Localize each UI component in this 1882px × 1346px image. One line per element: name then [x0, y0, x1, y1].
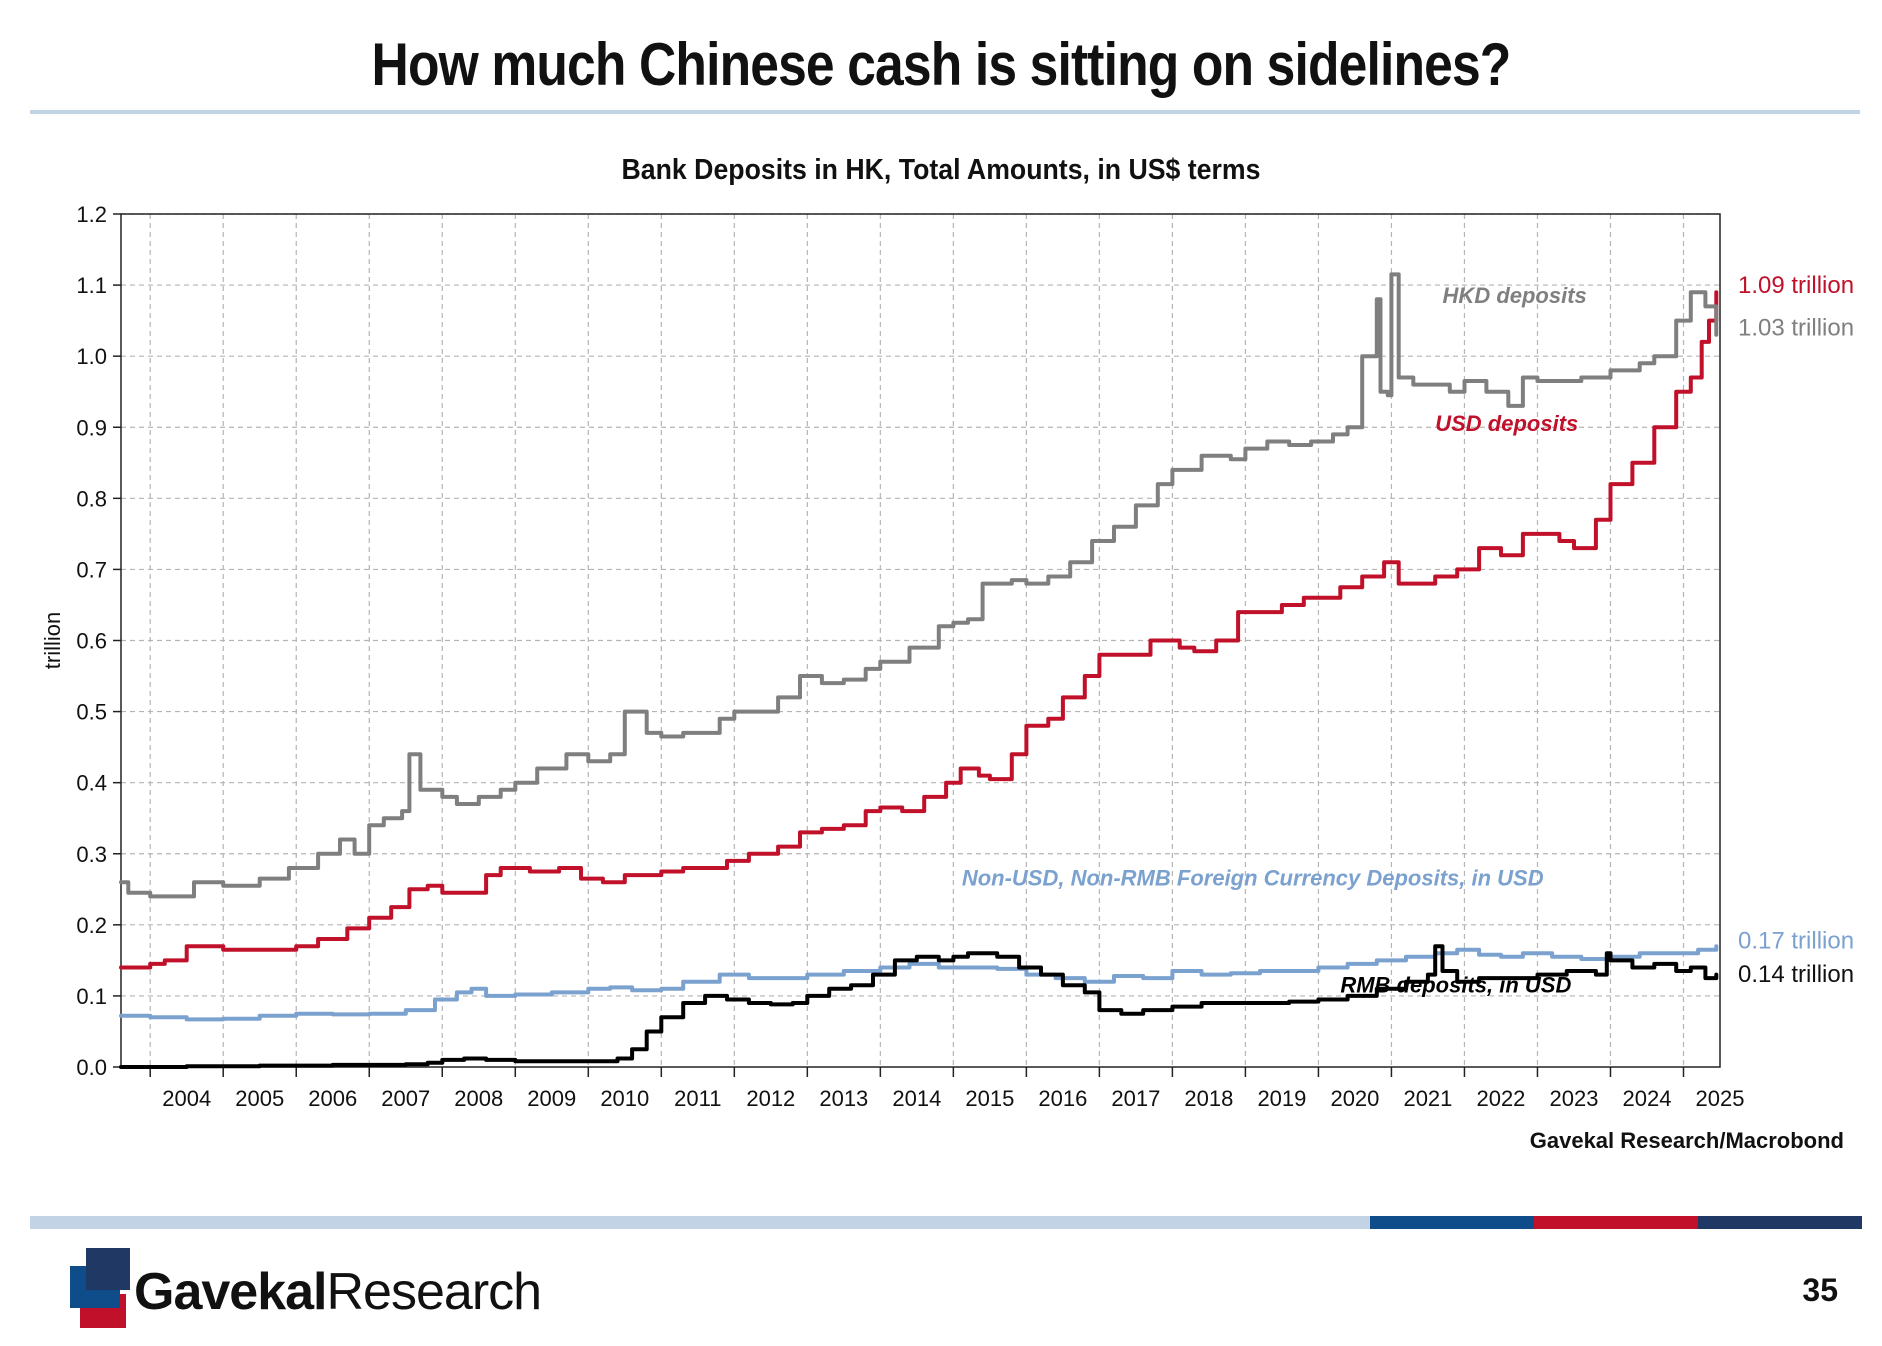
y-tick-label: 1.0 [76, 344, 107, 369]
page-title: How much Chinese cash is sitting on side… [371, 31, 1512, 98]
logo-light: Research [326, 1263, 543, 1321]
x-tick-label: 2005 [235, 1086, 284, 1110]
y-tick-label: 1.2 [76, 202, 107, 227]
y-tick-label: 1.1 [76, 273, 107, 298]
y-tick-label: 0.0 [76, 1055, 107, 1080]
y-tick-label: 0.7 [76, 557, 107, 582]
chart-title: Bank Deposits in HK, Total Amounts, in U… [621, 154, 1261, 186]
x-tick-label: 2017 [1111, 1086, 1160, 1110]
title-rule [30, 110, 1860, 114]
series-label-hkd: HKD deposits [1443, 283, 1587, 308]
page-number: 35 [1802, 1272, 1838, 1308]
y-tick-label: 0.4 [76, 771, 107, 796]
series-line-hkd [119, 272, 1719, 899]
x-tick-label: 2012 [746, 1086, 795, 1110]
logo-bold: Gavekal [134, 1263, 327, 1321]
y-axis-label: trillion [40, 612, 65, 669]
end-label-hkd: 1.03 trillion [1738, 315, 1854, 342]
end-label-rmb: 0.14 trillion [1738, 961, 1854, 988]
x-tick-label: 2024 [1623, 1086, 1672, 1110]
source-credit: Gavekal Research/Macrobond [1529, 1128, 1844, 1153]
x-tick-label: 2019 [1257, 1086, 1306, 1110]
x-tick-label: 2010 [600, 1086, 649, 1110]
x-tick-label: 2004 [162, 1086, 211, 1110]
series-line-nonusd [119, 944, 1719, 1022]
x-tick-label: 2016 [1038, 1086, 1087, 1110]
x-tick-label: 2007 [381, 1086, 430, 1110]
plot-frame [120, 213, 1721, 1068]
x-tick-label: 2009 [527, 1086, 576, 1110]
series-label-rmb: RMB deposits, in USD [1340, 972, 1571, 997]
x-tick-label: 2021 [1403, 1086, 1452, 1110]
series-line-rmb [119, 944, 1719, 1069]
y-tick-label: 0.5 [76, 700, 107, 725]
y-tick-label: 0.1 [76, 984, 107, 1009]
footer-bar-light [30, 1216, 1370, 1229]
x-tick-label: 2006 [308, 1086, 357, 1110]
y-tick-label: 0.6 [76, 629, 107, 654]
y-tick-label: 0.9 [76, 415, 107, 440]
end-label-usd: 1.09 trillion [1738, 272, 1854, 299]
footer-bar-red [1534, 1216, 1698, 1229]
y-tick-label: 0.3 [76, 842, 107, 867]
footer-bar-navy [1698, 1216, 1862, 1229]
footer-bar-blue [1370, 1216, 1534, 1229]
x-tick-label: 2008 [454, 1086, 503, 1110]
x-tick-label: 2020 [1330, 1086, 1379, 1110]
series-label-usd: USD deposits [1435, 411, 1578, 436]
x-tick-label: 2014 [892, 1086, 941, 1110]
x-tick-label: 2022 [1476, 1086, 1525, 1110]
y-tick-label: 0.2 [76, 913, 107, 938]
logo-wordmark: GavekalResearch [134, 1262, 543, 1322]
x-tick-label: 2025 [1696, 1086, 1745, 1110]
x-tick-label: 2011 [674, 1086, 721, 1110]
y-tick-label: 0.8 [76, 486, 107, 511]
x-tick-label: 2015 [965, 1086, 1014, 1110]
series-line-usd [119, 290, 1719, 970]
line-chart: 0.0 0.1 0.2 0.3 0.4 0.5 0.6 0.7 0.8 0.9 1.0 1.1 1.2 2… [40, 202, 1854, 1110]
x-tick-label: 2018 [1184, 1086, 1233, 1110]
gavekal-logo-icon [70, 1248, 130, 1328]
end-label-nonusd: 0.17 trillion [1738, 927, 1854, 954]
x-tick-label: 2023 [1549, 1086, 1598, 1110]
x-tick-label: 2013 [819, 1086, 868, 1110]
series-label-nonusd: Non-USD, Non-RMB Foreign Currency Deposi… [962, 866, 1544, 891]
